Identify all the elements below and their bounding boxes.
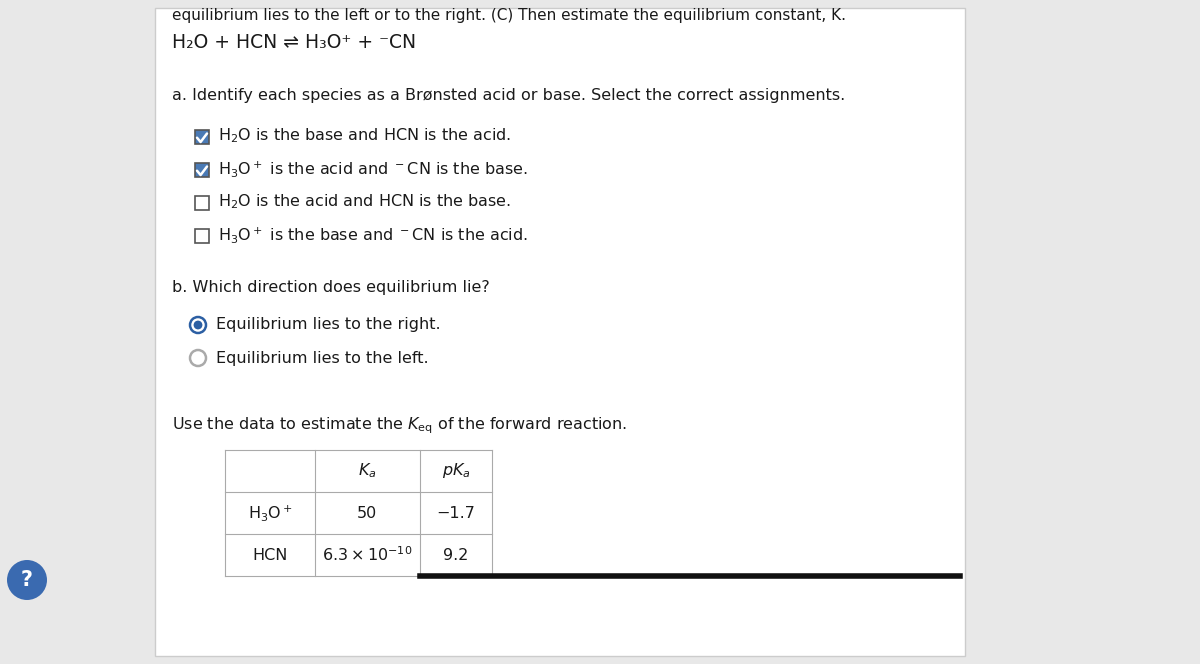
Text: HCN: HCN <box>252 548 288 562</box>
Text: Equilibrium lies to the left.: Equilibrium lies to the left. <box>216 351 428 365</box>
Bar <box>194 130 209 144</box>
Text: p$K_a$: p$K_a$ <box>442 461 470 481</box>
Circle shape <box>190 317 206 333</box>
Text: $\mathregular{H_3O^+}$ is the base and $^-$CN is the acid.: $\mathregular{H_3O^+}$ is the base and $… <box>218 225 528 245</box>
Text: ?: ? <box>22 570 34 590</box>
Bar <box>194 196 209 210</box>
Text: −1.7: −1.7 <box>437 505 475 521</box>
Text: 9.2: 9.2 <box>443 548 469 562</box>
Bar <box>194 229 209 243</box>
Text: 50: 50 <box>356 505 377 521</box>
Circle shape <box>190 350 206 366</box>
Bar <box>194 163 209 177</box>
Text: equilibrium lies to the left or to the right. (C) Then estimate the equilibrium : equilibrium lies to the left or to the r… <box>172 8 846 23</box>
Text: $\mathregular{H_3O^+}$ is the acid and $^-$CN is the base.: $\mathregular{H_3O^+}$ is the acid and $… <box>218 159 528 179</box>
Text: $\mathregular{H_2O}$ is the base and HCN is the acid.: $\mathregular{H_2O}$ is the base and HCN… <box>218 127 511 145</box>
Text: $\mathregular{H_2O}$ is the acid and HCN is the base.: $\mathregular{H_2O}$ is the acid and HCN… <box>218 193 511 211</box>
Text: $\mathregular{H_3O^+}$: $\mathregular{H_3O^+}$ <box>247 503 293 523</box>
Text: $K_a$: $K_a$ <box>358 461 377 480</box>
Text: $6.3 \times 10^{-10}$: $6.3 \times 10^{-10}$ <box>322 546 413 564</box>
Text: Equilibrium lies to the right.: Equilibrium lies to the right. <box>216 317 440 333</box>
Text: Use the data to estimate the $K_{\mathrm{eq}}$ of the forward reaction.: Use the data to estimate the $K_{\mathrm… <box>172 415 628 436</box>
Circle shape <box>193 321 203 329</box>
Text: b. Which direction does equilibrium lie?: b. Which direction does equilibrium lie? <box>172 280 490 295</box>
Circle shape <box>7 560 47 600</box>
Text: a. Identify each species as a Brønsted acid or base. Select the correct assignme: a. Identify each species as a Brønsted a… <box>172 88 845 103</box>
Text: H₂O + HCN ⇌ H₃O⁺ + ⁻CN: H₂O + HCN ⇌ H₃O⁺ + ⁻CN <box>172 33 416 52</box>
Bar <box>155 8 965 656</box>
